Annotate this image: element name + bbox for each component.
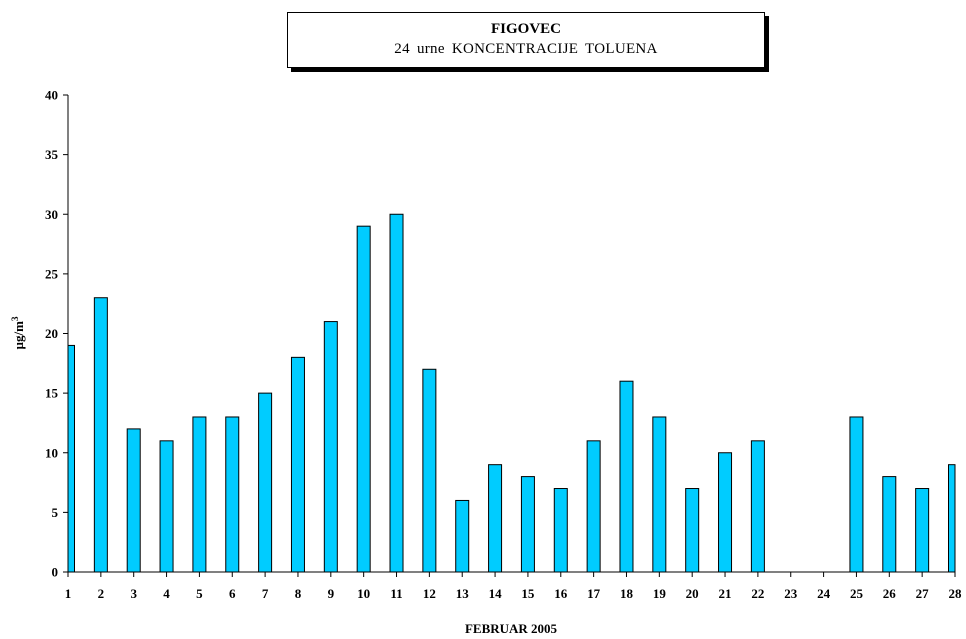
x-tick-label: 7 xyxy=(262,586,269,601)
y-tick-label: 40 xyxy=(45,88,58,103)
x-tick-label: 23 xyxy=(784,586,798,601)
y-tick-label: 0 xyxy=(52,565,59,580)
x-tick-label: 10 xyxy=(357,586,370,601)
y-tick-label: 5 xyxy=(52,505,59,520)
bar-27 xyxy=(915,488,930,573)
x-tick-label: 13 xyxy=(456,586,470,601)
bar-2 xyxy=(93,297,108,573)
chart-subtitle: 24 urne KONCENTRACIJE TOLUENA xyxy=(394,41,658,57)
x-tick-label: 24 xyxy=(817,586,831,601)
chart-title: FIGOVEC xyxy=(490,21,561,37)
x-tick-label: 9 xyxy=(328,586,335,601)
bar-4 xyxy=(159,440,174,573)
y-tick-label: 30 xyxy=(45,207,58,222)
bar-25 xyxy=(849,416,864,573)
x-tick-label: 4 xyxy=(163,586,170,601)
x-tick-label: 17 xyxy=(587,586,601,601)
bar-16 xyxy=(553,488,568,573)
x-tick-label: 11 xyxy=(390,586,402,601)
x-tick-label: 3 xyxy=(130,586,137,601)
y-axis-label-superscript: 3 xyxy=(10,316,20,321)
x-tick-label: 26 xyxy=(883,586,897,601)
y-tick-label: 15 xyxy=(45,386,59,401)
x-tick-label: 15 xyxy=(521,586,535,601)
x-tick-label: 8 xyxy=(295,586,302,601)
bar-5 xyxy=(192,416,207,573)
bar-9 xyxy=(323,321,338,573)
bar-17 xyxy=(586,440,601,573)
x-tick-label: 14 xyxy=(489,586,503,601)
bar-28 xyxy=(948,464,956,573)
x-axis-label: FEBRUAR 2005 xyxy=(465,621,558,636)
bar-11 xyxy=(389,213,404,573)
x-tick-label: 22 xyxy=(751,586,764,601)
x-tick-label: 16 xyxy=(554,586,568,601)
y-tick-label: 35 xyxy=(45,147,59,162)
bar-18 xyxy=(619,380,634,573)
bar-10 xyxy=(356,225,371,573)
x-tick-label: 21 xyxy=(719,586,732,601)
x-tick-label: 12 xyxy=(423,586,436,601)
bar-14 xyxy=(488,464,503,573)
x-tick-label: 18 xyxy=(620,586,634,601)
x-tick-label: 28 xyxy=(949,586,963,601)
bar-19 xyxy=(652,416,667,573)
bar-13 xyxy=(455,499,470,573)
bar-1 xyxy=(67,344,75,573)
bar-22 xyxy=(750,440,765,573)
bar-15 xyxy=(520,476,535,573)
x-tick-label: 20 xyxy=(686,586,699,601)
x-tick-label: 2 xyxy=(98,586,105,601)
y-axis-label: µg/m3 xyxy=(10,316,26,349)
y-tick-label: 20 xyxy=(45,326,58,341)
bar-12 xyxy=(422,368,437,573)
bar-3 xyxy=(126,428,141,573)
bar-26 xyxy=(882,476,897,573)
y-tick-label: 10 xyxy=(45,445,58,460)
x-tick-label: 1 xyxy=(65,586,72,601)
bar-6 xyxy=(225,416,240,573)
x-tick-label: 5 xyxy=(196,586,203,601)
bar-8 xyxy=(290,356,305,573)
chart-title-box: FIGOVEC 24 urne KONCENTRACIJE TOLUENA xyxy=(287,12,765,68)
y-tick-label: 25 xyxy=(45,266,59,281)
y-axis-label-unit: µg/m xyxy=(11,321,26,350)
x-tick-label: 25 xyxy=(850,586,864,601)
x-tick-label: 6 xyxy=(229,586,236,601)
x-tick-label: 27 xyxy=(916,586,930,601)
bar-21 xyxy=(718,452,733,573)
bar-7 xyxy=(258,392,273,573)
x-tick-label: 19 xyxy=(653,586,667,601)
bar-20 xyxy=(685,488,700,573)
